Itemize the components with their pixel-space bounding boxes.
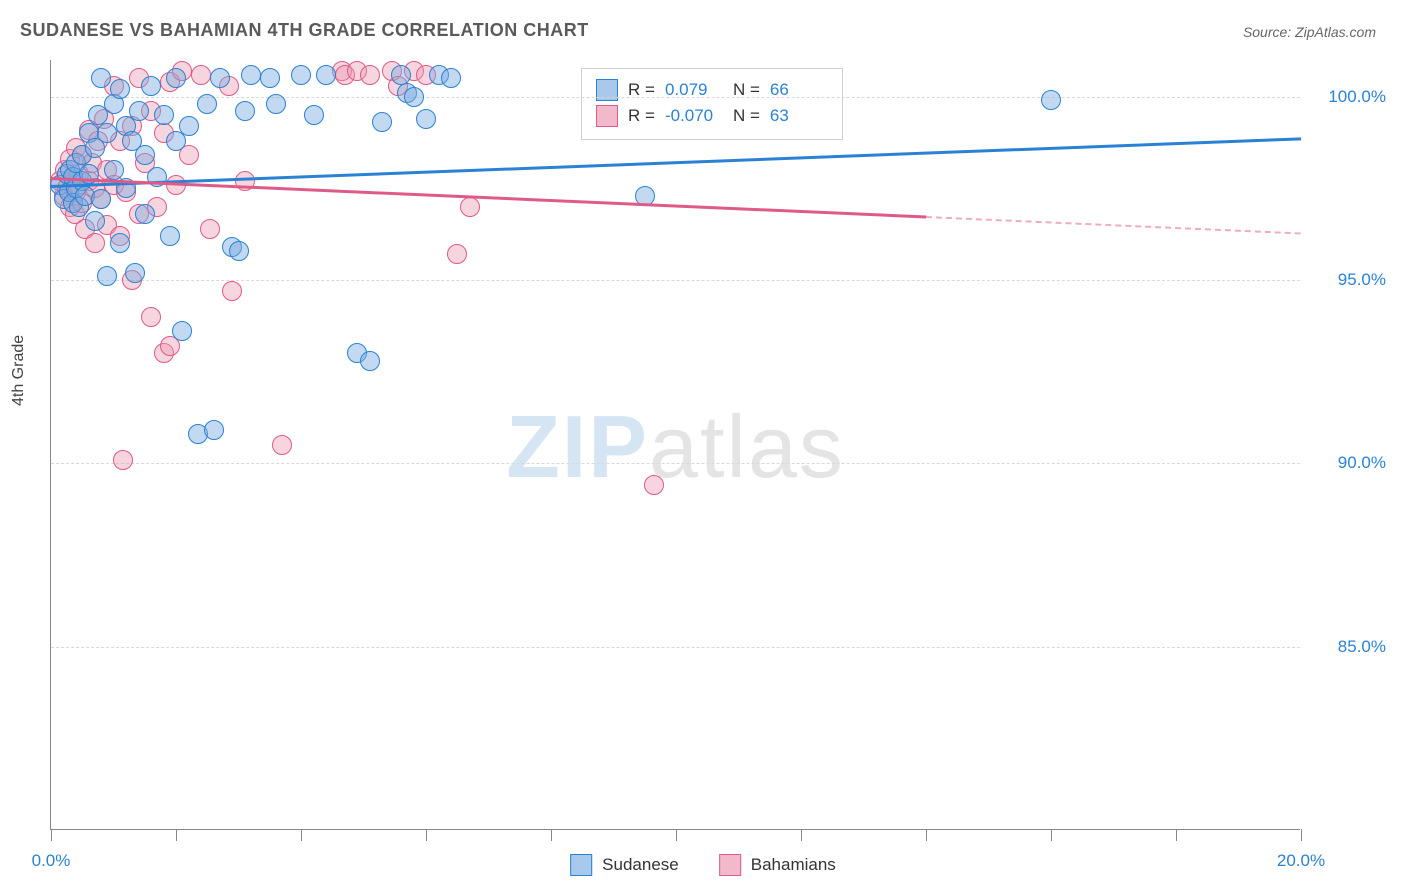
x-tick (301, 829, 302, 841)
sudanese-point (235, 101, 255, 121)
bahamians-point (460, 197, 480, 217)
sudanese-trend (51, 137, 1301, 188)
sudanese-point (166, 68, 186, 88)
stats-row-bahamians: R = -0.070 N = 63 (596, 103, 828, 129)
x-tick (926, 829, 927, 841)
sudanese-point (260, 68, 280, 88)
source-label: Source: ZipAtlas.com (1243, 24, 1376, 40)
bottom-legend: Sudanese Bahamians (570, 854, 836, 876)
sudanese-point (316, 65, 336, 85)
gridline-h (51, 463, 1300, 464)
y-tick-label: 90.0% (1306, 453, 1386, 473)
sudanese-point (266, 94, 286, 114)
stats-R-bahamians: -0.070 (665, 106, 723, 126)
y-axis-label: 4th Grade (10, 335, 28, 406)
chart-container: SUDANESE VS BAHAMIAN 4TH GRADE CORRELATI… (0, 0, 1406, 892)
bahamians-point (222, 281, 242, 301)
x-tick (426, 829, 427, 841)
chart-title: SUDANESE VS BAHAMIAN 4TH GRADE CORRELATI… (20, 20, 589, 41)
watermark: ZIPatlas (506, 396, 845, 498)
sudanese-point (125, 263, 145, 283)
y-tick-label: 95.0% (1306, 270, 1386, 290)
bahamians-point (85, 233, 105, 253)
sudanese-point (160, 226, 180, 246)
sudanese-point (91, 68, 111, 88)
bahamians-point (272, 435, 292, 455)
x-tick (551, 829, 552, 841)
stats-row-sudanese: R = 0.079 N = 66 (596, 77, 828, 103)
x-tick (1301, 829, 1302, 841)
bahamians-point (644, 475, 664, 495)
legend-item-bahamians: Bahamians (719, 854, 836, 876)
x-tick (1051, 829, 1052, 841)
gridline-h (51, 280, 1300, 281)
bahamians-point (360, 65, 380, 85)
legend-label-bahamians: Bahamians (751, 855, 836, 875)
stats-R-label: R = (628, 106, 655, 126)
sudanese-point (1041, 90, 1061, 110)
stats-legend-box: R = 0.079 N = 66 R = -0.070 N = 63 (581, 68, 843, 140)
sudanese-point (91, 189, 111, 209)
sudanese-point (197, 94, 217, 114)
legend-label-sudanese: Sudanese (602, 855, 679, 875)
bahamians-trend (51, 177, 926, 218)
sudanese-point (204, 420, 224, 440)
bahamians-point (191, 65, 211, 85)
legend-swatch-sudanese (570, 854, 592, 876)
sudanese-point (404, 87, 424, 107)
legend-swatch-bahamians (719, 854, 741, 876)
sudanese-point (110, 79, 130, 99)
x-tick-label: 20.0% (1277, 851, 1325, 871)
legend-item-sudanese: Sudanese (570, 854, 679, 876)
sudanese-point (179, 116, 199, 136)
watermark-atlas: atlas (649, 397, 845, 496)
sudanese-point (416, 109, 436, 129)
bahamians-point (200, 219, 220, 239)
sudanese-point (372, 112, 392, 132)
x-tick-label: 0.0% (32, 851, 71, 871)
sudanese-point (360, 351, 380, 371)
x-tick (51, 829, 52, 841)
sudanese-point (154, 105, 174, 125)
bahamians-point (113, 450, 133, 470)
sudanese-point (391, 65, 411, 85)
sudanese-point (441, 68, 461, 88)
sudanese-point (135, 145, 155, 165)
x-tick (676, 829, 677, 841)
stats-N-bahamians: 63 (770, 106, 828, 126)
bahamians-trend-dash (926, 216, 1301, 234)
bahamians-point (447, 244, 467, 264)
sudanese-point (141, 76, 161, 96)
watermark-zip: ZIP (506, 397, 649, 496)
y-tick-label: 100.0% (1306, 87, 1386, 107)
sudanese-point (304, 105, 324, 125)
sudanese-point (129, 101, 149, 121)
gridline-h (51, 647, 1300, 648)
sudanese-point (110, 233, 130, 253)
sudanese-point (172, 321, 192, 341)
gridline-h (51, 97, 1300, 98)
sudanese-point (85, 211, 105, 231)
x-tick (176, 829, 177, 841)
y-tick-label: 85.0% (1306, 637, 1386, 657)
sudanese-point (291, 65, 311, 85)
sudanese-point (97, 266, 117, 286)
bahamians-point (141, 307, 161, 327)
sudanese-point (229, 241, 249, 261)
stats-N-label: N = (733, 106, 760, 126)
sudanese-point (135, 204, 155, 224)
sudanese-point (241, 65, 261, 85)
plot-area: ZIPatlas R = 0.079 N = 66 R = -0.070 N =… (50, 60, 1300, 830)
sudanese-point (97, 123, 117, 143)
x-tick (801, 829, 802, 841)
sudanese-point (104, 160, 124, 180)
swatch-bahamians (596, 105, 618, 127)
swatch-sudanese (596, 79, 618, 101)
x-tick (1176, 829, 1177, 841)
sudanese-point (210, 68, 230, 88)
